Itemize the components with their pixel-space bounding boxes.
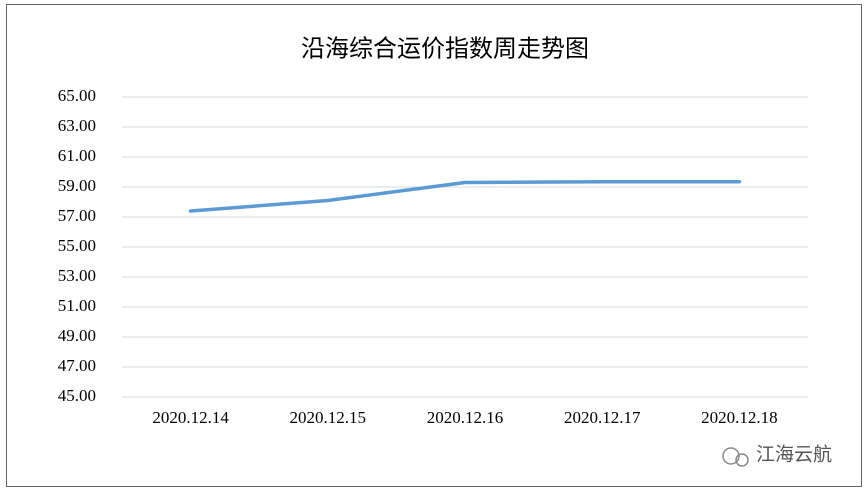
data-line bbox=[188, 180, 742, 213]
y-tick-label: 45.00 bbox=[58, 386, 96, 405]
y-tick-label: 61.00 bbox=[58, 146, 96, 165]
y-tick-label: 55.00 bbox=[58, 236, 96, 255]
x-tick-label: 2020.12.18 bbox=[701, 408, 778, 427]
x-tick-label: 2020.12.15 bbox=[290, 408, 367, 427]
y-tick-label: 65.00 bbox=[58, 86, 96, 105]
chart-title: 沿海综合运价指数周走势图 bbox=[301, 36, 589, 63]
chart-frame bbox=[6, 4, 862, 487]
y-tick-label: 49.00 bbox=[58, 326, 96, 345]
y-tick-label: 47.00 bbox=[58, 356, 96, 375]
y-tick-label: 63.00 bbox=[58, 116, 96, 135]
x-tick-label: 2020.12.16 bbox=[427, 408, 504, 427]
watermark-icon bbox=[722, 447, 749, 467]
y-tick-label: 51.00 bbox=[58, 296, 96, 315]
x-tick-label: 2020.12.17 bbox=[564, 408, 641, 427]
y-tick-label: 53.00 bbox=[58, 266, 96, 285]
y-tick-label: 57.00 bbox=[58, 206, 96, 225]
x-tick-label: 2020.12.14 bbox=[152, 408, 229, 427]
y-tick-label: 59.00 bbox=[58, 176, 96, 195]
watermark: 江海云航 bbox=[756, 444, 832, 466]
